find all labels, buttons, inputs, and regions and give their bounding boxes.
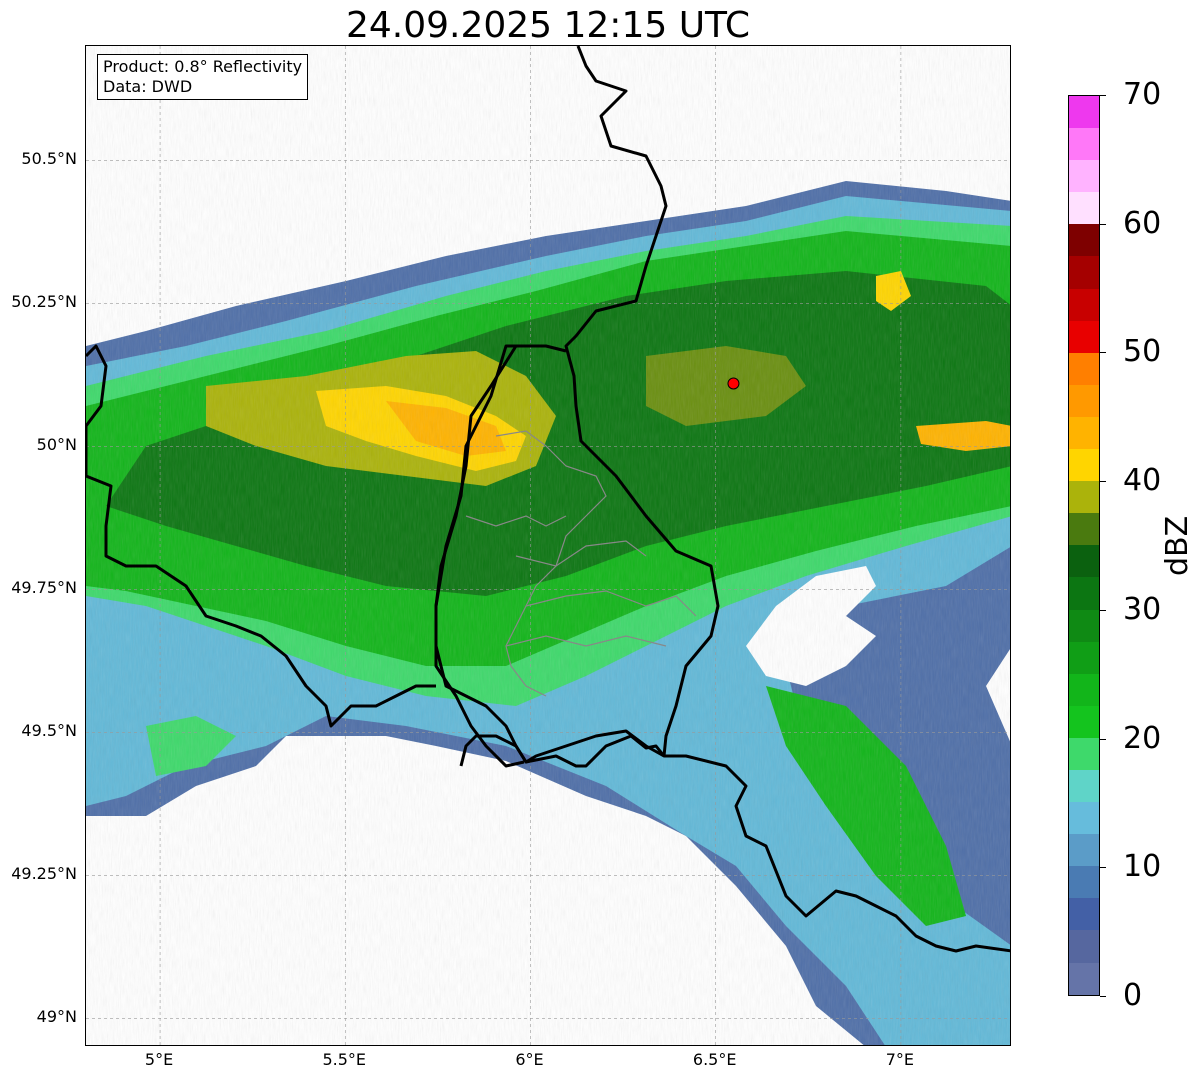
- colorbar-segment: [1069, 192, 1099, 225]
- admin-boundaries: [465, 430, 697, 697]
- colorbar-tick: [1100, 352, 1106, 354]
- colorbar-segment: [1069, 705, 1099, 738]
- colorbar-segment: [1069, 224, 1099, 257]
- lat-tick-label: 49°N: [36, 1007, 77, 1027]
- colorbar-segment: [1069, 288, 1099, 321]
- colorbar-tick: [1100, 95, 1106, 96]
- colorbar-tick-label: 0: [1123, 978, 1143, 1013]
- country-borders: [86, 46, 1010, 953]
- colorbar-segment: [1069, 641, 1099, 674]
- colorbar-segment: [1069, 384, 1099, 417]
- colorbar-segment: [1069, 866, 1099, 899]
- graticule: [86, 46, 1010, 1045]
- colorbar-segment: [1069, 802, 1099, 835]
- colorbar-segment: [1069, 416, 1099, 450]
- lat-tick-label: 50.25°N: [11, 292, 77, 312]
- colorbar-segment: [1069, 481, 1099, 514]
- product-label: Product: 0.8° Reflectivity: [103, 57, 303, 76]
- colorbar-segment: [1069, 128, 1099, 161]
- colorbar-segment: [1069, 320, 1099, 353]
- colorbar-tick: [1100, 223, 1106, 225]
- colorbar-tick-label: 60: [1123, 205, 1162, 241]
- border-lu-west: [434, 345, 525, 768]
- colorbar-tick-label: 20: [1123, 720, 1162, 756]
- lat-tick-label: 50°N: [36, 435, 77, 455]
- lon-tick-label: 5.5°E: [322, 1050, 367, 1069]
- colorbar-segment: [1069, 513, 1099, 546]
- colorbar-segment: [1069, 256, 1099, 289]
- lat-tick-label: 49.25°N: [11, 864, 77, 884]
- map-title: 24.09.2025 12:15 UTC: [345, 5, 751, 46]
- border-de-fr: [664, 754, 1010, 953]
- lat-tick-label: 50.5°N: [21, 149, 77, 169]
- lon-tick-label: 5°E: [144, 1050, 174, 1069]
- radar-map-canvas: [86, 46, 1010, 1045]
- colorbar-segment: [1069, 160, 1099, 193]
- lon-tick-label: 7°E: [885, 1050, 915, 1069]
- colorbar-tick: [1100, 996, 1106, 997]
- colorbar-segment: [1069, 96, 1099, 129]
- radar-site-marker[interactable]: [727, 377, 740, 390]
- colorbar-tick: [1100, 609, 1106, 611]
- colorbar-segment: [1069, 834, 1099, 867]
- lon-tick-label: 6°E: [515, 1050, 544, 1069]
- colorbar-tick-label: 10: [1123, 849, 1162, 885]
- colorbar-segment: [1069, 737, 1099, 770]
- border-lu-fr: [459, 734, 528, 767]
- colorbar-segment: [1069, 673, 1099, 706]
- colorbar-segment: [1069, 769, 1099, 803]
- colorbar-title: dBZ: [1160, 515, 1195, 576]
- colorbar-segment: [1069, 609, 1099, 642]
- colorbar-tick: [1100, 867, 1106, 869]
- colorbar-tick: [1100, 481, 1106, 483]
- colorbar-tick-label: 50: [1123, 334, 1162, 370]
- lat-tick-label: 49.5°N: [21, 721, 77, 741]
- colorbar-segment: [1069, 962, 1099, 995]
- colorbar-segment: [1069, 930, 1099, 963]
- reflectivity-echoes: [86, 46, 1010, 1045]
- colorbar-tick-label: 70: [1123, 77, 1162, 112]
- colorbar-tick: [1100, 738, 1106, 740]
- data-source-label: Data: DWD: [103, 77, 193, 96]
- colorbar-segment: [1069, 545, 1099, 578]
- lat-tick-label: 49.75°N: [11, 578, 77, 598]
- radar-map[interactable]: [85, 45, 1011, 1046]
- colorbar-segment: [1069, 352, 1099, 385]
- border-lu-de-south: [525, 734, 666, 768]
- colorbar: [1068, 95, 1100, 996]
- colorbar-segment: [1069, 449, 1099, 482]
- border-be-fr: [86, 344, 436, 728]
- colorbar-tick-label: 40: [1123, 463, 1162, 499]
- info-box: Product: 0.8° Reflectivity Data: DWD: [97, 54, 309, 100]
- colorbar-segment: [1069, 577, 1099, 610]
- colorbar-tick-label: 30: [1123, 591, 1162, 627]
- lon-tick-label: 6.5°E: [692, 1050, 737, 1069]
- colorbar-segment: [1069, 898, 1099, 931]
